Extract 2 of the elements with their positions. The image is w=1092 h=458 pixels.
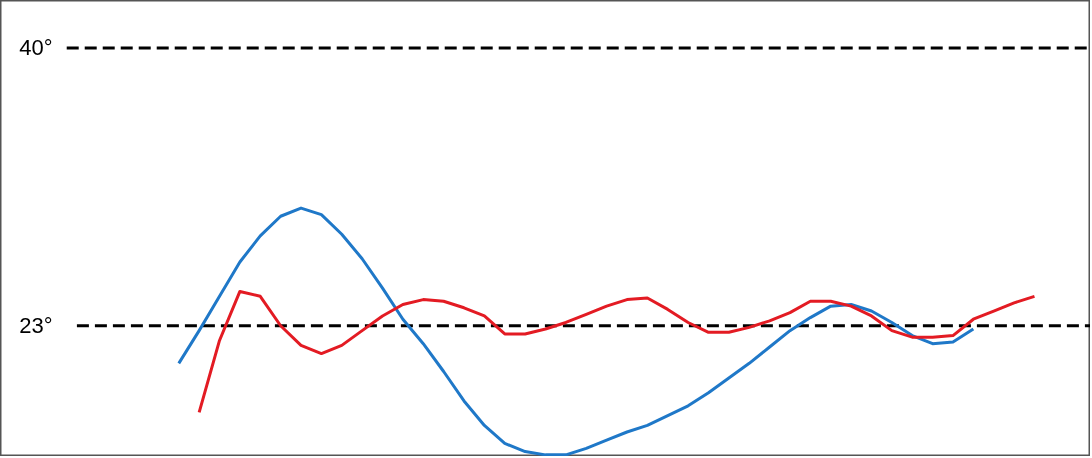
ref-line-label: 40°: [19, 35, 53, 61]
ref-line-label: 23°: [19, 313, 53, 339]
